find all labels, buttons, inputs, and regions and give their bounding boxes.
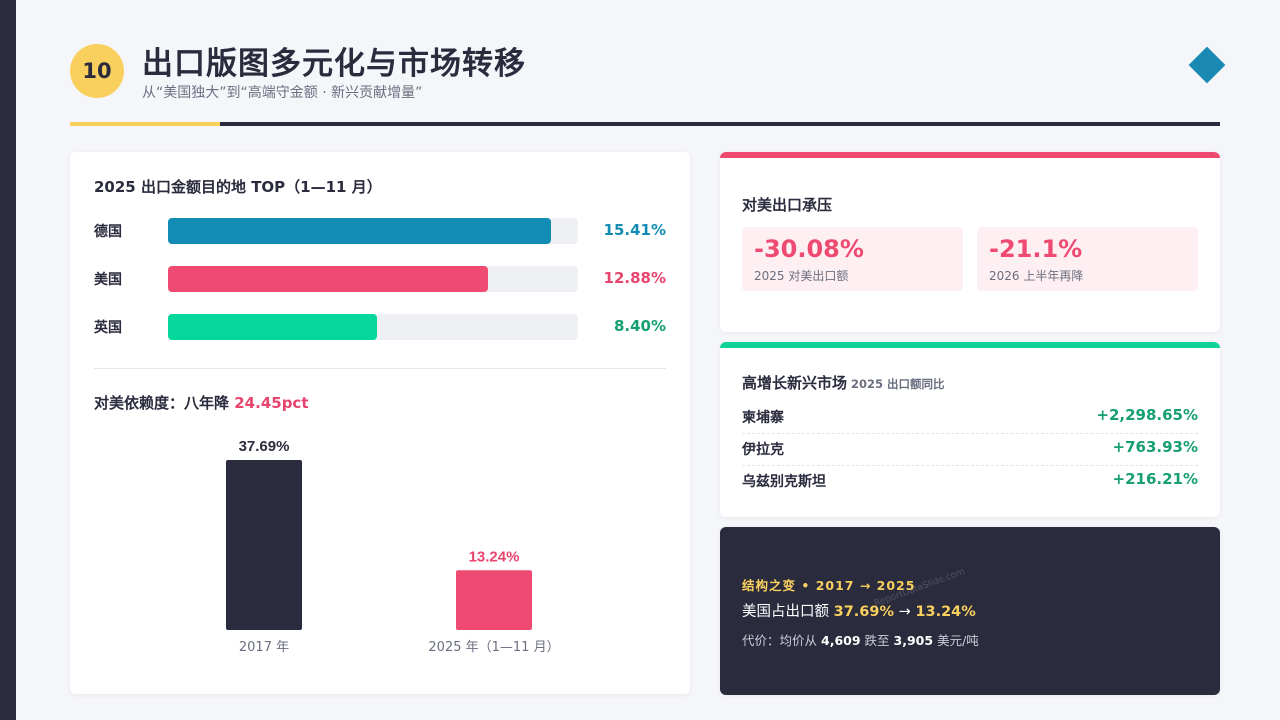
destination-value: 12.88% [603, 269, 666, 287]
market-growth: +763.93% [1112, 438, 1198, 456]
slide-number: 10 [82, 59, 112, 83]
dependency-value-label: 37.69% [239, 438, 290, 455]
dependency-value-label: 13.24% [469, 548, 520, 565]
arrow-icon: → [898, 604, 911, 620]
structure-share-line: 美国占出口额 37.69% → 13.24% [742, 600, 976, 621]
stat-value: -21.1% [989, 235, 1083, 263]
structure-change-card: 结构之变 • 2017 → 2025 美国占出口额 37.69% → 13.24… [720, 527, 1220, 695]
top-destinations-title: 2025 出口金额目的地 TOP（1—11 月） [94, 178, 382, 196]
destination-row: 美国 12.88% [94, 266, 666, 292]
price-to: 3,905 [893, 633, 934, 648]
us-pressure-card: 对美出口承压 -30.08% 2025 对美出口额 -21.1% 2026 上半… [720, 152, 1220, 332]
emerging-note: 2025 出口额同比 [851, 377, 945, 391]
slide-number-badge: 10 [70, 44, 124, 98]
destination-name: 德国 [94, 224, 122, 240]
destination-bar [168, 218, 551, 244]
price-mid: 跌至 [864, 633, 890, 648]
destination-value: 15.41% [603, 221, 666, 239]
emerging-title-text: 高增长新兴市场 [742, 374, 848, 392]
destination-bar [168, 266, 489, 292]
left-accent-bar [0, 0, 16, 720]
dependency-title-prefix: 对美依赖度：八年降 [94, 394, 230, 412]
page-subtitle: 从“美国独大”到“高端守金额 · 新兴贡献增量” [142, 85, 423, 101]
destinations-card: 2025 出口金额目的地 TOP（1—11 月） 德国 15.41% 美国 12… [70, 152, 690, 694]
stat-box: -21.1% 2026 上半年再降 [977, 227, 1198, 291]
emerging-markets-card: 高增长新兴市场 2025 出口额同比 柬埔寨 +2,298.65% 伊拉克 +76… [720, 342, 1220, 517]
dependency-bar [456, 570, 532, 630]
emerging-title: 高增长新兴市场 2025 出口额同比 [742, 372, 945, 393]
destination-row: 德国 15.41% [94, 218, 666, 244]
destination-name: 美国 [94, 272, 122, 288]
destination-name: 英国 [94, 320, 122, 336]
market-row: 乌兹别克斯坦 +216.21% [742, 465, 1198, 497]
market-growth: +216.21% [1112, 470, 1198, 488]
dependency-column-chart: 37.69% 2017 年 13.24% 2025 年（1—11 月） [226, 438, 560, 655]
price-suffix: 美元/吨 [937, 633, 979, 648]
destination-row: 英国 8.40% [94, 314, 666, 340]
share-from: 37.69% [833, 604, 895, 620]
market-name: 伊拉克 [742, 442, 784, 458]
bar-track [168, 218, 578, 244]
share-to: 13.24% [915, 604, 976, 620]
header-divider-accent [70, 122, 220, 126]
dependency-title-highlight: 24.45pct [234, 394, 309, 412]
market-name: 乌兹别克斯坦 [742, 474, 826, 490]
header-divider [70, 122, 1220, 126]
price-prefix: 代价：均价从 [742, 633, 818, 648]
section-divider [94, 368, 666, 369]
dependency-category-label: 2025 年（1—11 月） [428, 640, 559, 655]
destination-value: 8.40% [613, 317, 666, 335]
market-growth: +2,298.65% [1096, 406, 1198, 424]
market-name: 柬埔寨 [742, 410, 784, 426]
us-pressure-title: 对美出口承压 [742, 196, 833, 214]
stat-label: 2025 对美出口额 [754, 269, 849, 283]
bar-track [168, 266, 578, 292]
structure-price-line: 代价：均价从 4,609 跌至 3,905 美元/吨 [742, 630, 979, 649]
bar-track [168, 314, 578, 340]
dependency-category-label: 2017 年 [239, 640, 289, 655]
dependency-title: 对美依赖度：八年降 24.45pct [94, 392, 309, 413]
stat-box: -30.08% 2025 对美出口额 [742, 227, 963, 291]
diamond-icon [1188, 46, 1226, 84]
page-title: 出口版图多元化与市场转移 [142, 46, 526, 82]
stat-label: 2026 上半年再降 [989, 269, 1084, 283]
price-from: 4,609 [821, 633, 861, 648]
market-row: 柬埔寨 +2,298.65% [742, 401, 1198, 434]
market-row: 伊拉克 +763.93% [742, 433, 1198, 466]
dependency-bar [226, 460, 302, 630]
structure-kicker: 结构之变 • 2017 → 2025 [742, 578, 916, 593]
stat-value: -30.08% [754, 235, 864, 263]
destination-bar [168, 314, 377, 340]
share-prefix: 美国占出口额 [742, 604, 829, 620]
